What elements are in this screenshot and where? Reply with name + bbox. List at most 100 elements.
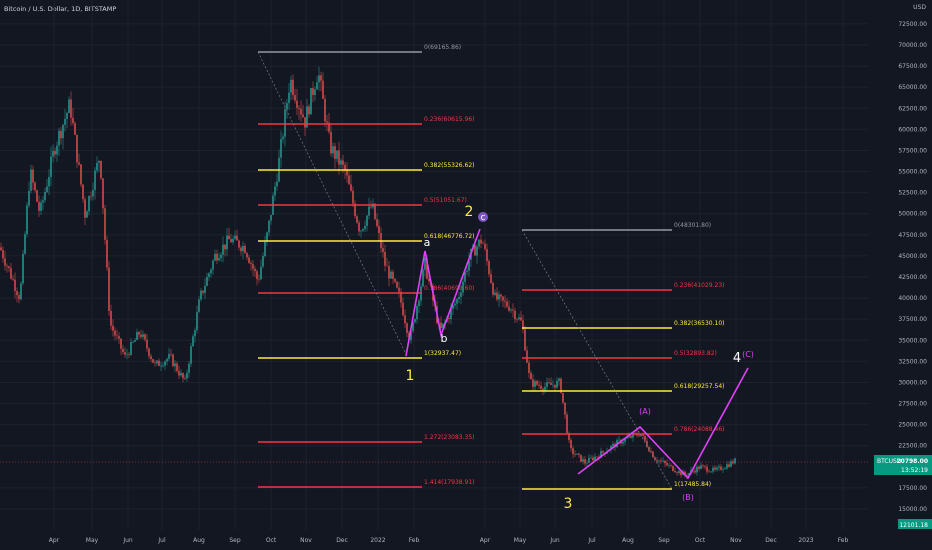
- candle-body: [338, 150, 340, 165]
- candle-body: [708, 471, 710, 473]
- candle-body: [522, 320, 524, 330]
- candle-body: [520, 317, 522, 321]
- candle-body: [442, 323, 444, 329]
- candle-body: [394, 278, 396, 282]
- candle-body: [280, 139, 282, 158]
- candle-body: [48, 176, 50, 187]
- candle-body: [500, 294, 502, 297]
- candle-body: [80, 164, 82, 185]
- candle-body: [76, 134, 78, 163]
- candle-body: [452, 305, 454, 309]
- candle-body: [654, 457, 656, 461]
- candle-body: [88, 196, 90, 212]
- fib-level-label: 0(48301.80): [674, 222, 711, 229]
- candle-body: [624, 438, 626, 442]
- candle-body: [66, 113, 68, 119]
- candle-body: [352, 190, 354, 204]
- candle-body: [406, 323, 408, 334]
- candle-body: [118, 336, 120, 339]
- candle-body: [344, 164, 346, 171]
- y-tick-label: 60000.00: [898, 126, 927, 133]
- y-tick-label: 32500.00: [898, 358, 927, 365]
- candle-body: [314, 89, 316, 96]
- x-tick-label: Jun: [549, 537, 560, 544]
- candle-body: [274, 186, 276, 196]
- candle-body: [618, 439, 620, 441]
- candle-body: [530, 372, 532, 380]
- candle-body: [562, 392, 564, 403]
- candle-body: [318, 75, 320, 83]
- y-tick-label: 47500.00: [898, 232, 927, 239]
- candle-body: [388, 266, 390, 279]
- candle-body: [266, 232, 268, 242]
- y-tick-label: 17500.00: [898, 485, 927, 492]
- candle-body: [154, 362, 156, 364]
- fib-level-label: 1.272(23083.35): [424, 434, 475, 441]
- candle-body: [128, 354, 130, 355]
- candle-body: [252, 264, 254, 269]
- x-tick-label: Sep: [658, 537, 670, 544]
- candle-body: [226, 235, 228, 250]
- candle-body: [264, 241, 266, 256]
- candle-body: [542, 388, 544, 391]
- candle-body: [324, 98, 326, 122]
- y-tick-label: 67500.00: [898, 63, 927, 70]
- candle-body: [254, 268, 256, 272]
- candle-body: [70, 99, 72, 118]
- fib-level-label: 0.5(32893.82): [674, 350, 717, 357]
- fib-level-label: 1(17485.84): [674, 481, 711, 488]
- candle-body: [292, 79, 294, 96]
- candle-body: [586, 462, 588, 464]
- candle-body: [652, 451, 654, 458]
- y-tick-label: 15000.00: [898, 506, 927, 513]
- x-tick-label: Apr: [49, 537, 60, 544]
- candle-body: [16, 290, 18, 296]
- candle-body: [330, 131, 332, 154]
- candle-body: [628, 435, 630, 438]
- candle-body: [414, 319, 416, 323]
- candle-body: [602, 450, 604, 453]
- candle-body: [18, 295, 20, 300]
- y-tick-label: 72500.00: [898, 21, 927, 28]
- candle-body: [144, 334, 146, 340]
- candle-body: [336, 150, 338, 159]
- candle-body: [172, 354, 174, 367]
- candle-body: [644, 435, 646, 441]
- candle-body: [310, 88, 312, 115]
- candle-body: [378, 226, 380, 234]
- candle-body: [304, 117, 306, 128]
- fib-level-label: 0.5(51051.67): [424, 197, 467, 204]
- wave-label-3: 3: [564, 496, 573, 512]
- candle-body: [10, 268, 12, 279]
- candle-body: [24, 234, 26, 254]
- candle-body: [308, 106, 310, 115]
- candle-body: [700, 465, 702, 469]
- candle-body: [362, 228, 364, 231]
- price-marker-countdown: 13:52:19: [901, 467, 928, 474]
- candle-body: [212, 260, 214, 270]
- candle-body: [92, 190, 94, 197]
- candle-body: [502, 296, 504, 301]
- candle-body: [340, 160, 342, 165]
- candle-body: [722, 469, 724, 470]
- low-marker-box: [898, 519, 932, 529]
- candle-body: [164, 361, 166, 366]
- candle-body: [14, 279, 16, 291]
- candle-body: [178, 371, 180, 376]
- candle-body: [370, 206, 372, 208]
- candle-body: [552, 384, 554, 386]
- candle-body: [702, 465, 704, 467]
- candle-body: [256, 271, 258, 280]
- x-tick-label: Dec: [765, 537, 777, 544]
- candle-body: [148, 348, 150, 357]
- candle-body: [238, 240, 240, 248]
- y-tick-label: 40000.00: [898, 295, 927, 302]
- candle-body: [594, 456, 596, 461]
- y-tick-label: 65000.00: [898, 84, 927, 91]
- wave-ABC-path: [577, 367, 749, 480]
- candle-body: [402, 302, 404, 316]
- candle-body: [188, 363, 190, 373]
- y-tick-label: 55000.00: [898, 169, 927, 176]
- candle-body: [418, 300, 420, 307]
